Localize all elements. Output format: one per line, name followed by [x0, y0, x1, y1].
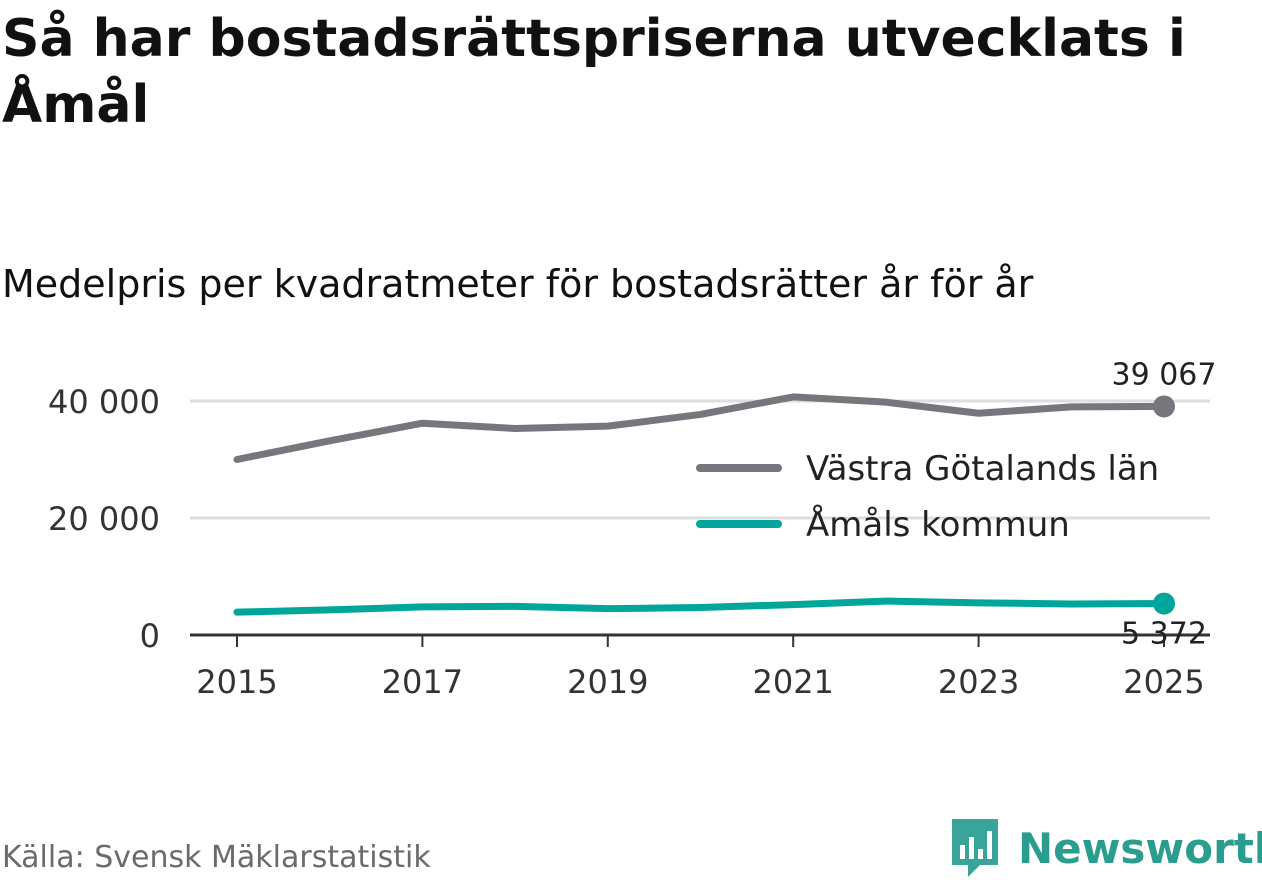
- x-tick-label: 2017: [382, 663, 463, 701]
- y-tick-label: 40 000: [48, 383, 160, 421]
- y-tick-label: 0: [140, 617, 160, 655]
- x-tick-label: 2025: [1123, 663, 1204, 701]
- series-end-point: [1153, 592, 1175, 615]
- series-end-label: 39 067: [1112, 357, 1217, 392]
- line-chart: 0 20 000 40 000 2015 2017 2019 2021 2023 2025 3…: [48, 357, 1217, 701]
- source-note: Källa: Svensk Mäklarstatistik: [2, 840, 431, 875]
- brand-name: Newsworthy: [1018, 823, 1262, 873]
- series-line: [233, 597, 1168, 616]
- series-end-point: [1153, 395, 1175, 418]
- x-tick-label: 2019: [567, 663, 648, 701]
- y-tick-label: 20 000: [48, 500, 160, 538]
- series-line: [233, 393, 1168, 463]
- x-tick-label: 2015: [196, 663, 277, 701]
- newsworthy-logo-icon: [952, 819, 998, 877]
- chart-title: Så har bostadsrättspriserna utvecklats i…: [2, 9, 1186, 135]
- legend-label: Västra Götalands län: [806, 449, 1159, 489]
- newsworthy-logo: Newsworthy: [950, 816, 1262, 880]
- chart-subtitle: Medelpris per kvadratmeter för bostadsrä…: [2, 262, 1034, 306]
- series-end-label: 5 372: [1121, 617, 1207, 652]
- x-tick-label: 2023: [938, 663, 1019, 701]
- legend-label: Åmåls kommun: [806, 504, 1070, 545]
- x-tick-label: 2021: [752, 663, 833, 701]
